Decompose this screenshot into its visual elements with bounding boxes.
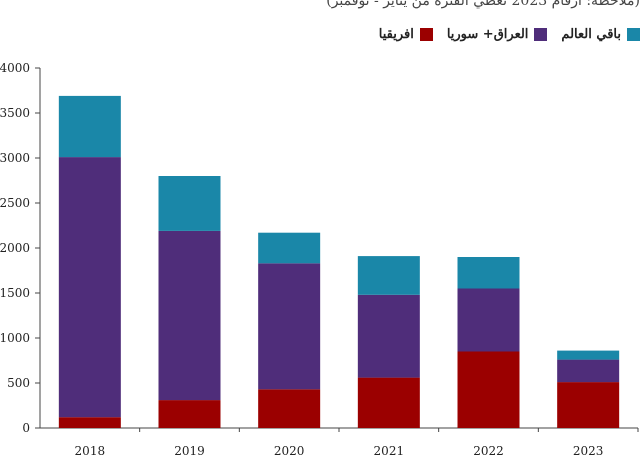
- legend-item-iraq-syria: العراق+ سوريا: [447, 27, 548, 42]
- y-tick-label-1500: 1500: [0, 286, 30, 300]
- y-tick-label-3000: 3000: [0, 151, 30, 165]
- chart-note: (ملاحظة: أرقام 2023 تغطي الفترة من يناير…: [326, 0, 640, 9]
- bar-2019-series-2: [158, 176, 221, 231]
- bar-2020-series-2: [258, 232, 321, 264]
- bar-2021-series-2: [357, 256, 420, 295]
- y-tick-label-3500: 3500: [0, 106, 30, 120]
- y-tick-label-2500: 2500: [0, 196, 30, 210]
- legend-label-rest-of-world: باقي العالم: [561, 27, 621, 42]
- legend-swatch-iraq-syria: [534, 28, 548, 41]
- bar-2021-series-0: [357, 377, 420, 428]
- bar-2023-series-1: [557, 359, 620, 383]
- bar-2022-series-2: [457, 257, 520, 289]
- legend-item-africa: افريقيا: [379, 27, 433, 42]
- legend-item-rest-of-world: باقي العالم: [561, 27, 640, 42]
- bar-2022-series-0: [457, 351, 520, 428]
- x-tick-label-2023: 2023: [573, 444, 604, 458]
- y-tick-label-500: 500: [7, 376, 30, 390]
- legend-swatch-rest-of-world: [627, 28, 640, 41]
- bar-2022-series-1: [457, 288, 520, 352]
- legend-label-iraq-syria: العراق+ سوريا: [446, 27, 529, 42]
- bar-2019-series-1: [158, 230, 221, 401]
- y-tick-label-2000: 2000: [0, 241, 30, 255]
- y-tick-label-4000: 4000: [0, 61, 30, 75]
- y-tick-label-1000: 1000: [0, 331, 30, 345]
- bar-2023-series-2: [557, 350, 620, 360]
- x-tick-label-2019: 2019: [174, 444, 205, 458]
- y-tick-label-0: 0: [22, 421, 30, 435]
- bar-2018-series-0: [58, 417, 121, 428]
- bar-2021-series-1: [357, 294, 420, 378]
- x-tick-label-2018: 2018: [75, 444, 106, 458]
- x-tick-label-2020: 2020: [274, 444, 305, 458]
- bar-2023-series-0: [557, 382, 620, 428]
- legend: باقي العالم العراق+ سوريا افريقيا: [365, 27, 640, 42]
- bar-2019-series-0: [158, 400, 221, 428]
- x-tick-label-2021: 2021: [374, 444, 405, 458]
- bar-2020-series-1: [258, 263, 321, 390]
- legend-label-africa: افريقيا: [378, 27, 414, 42]
- legend-swatch-africa: [419, 28, 433, 41]
- bar-2018-series-2: [58, 95, 121, 158]
- bar-2018-series-1: [58, 157, 121, 418]
- x-tick-label-2022: 2022: [473, 444, 504, 458]
- bar-2020-series-0: [258, 389, 321, 428]
